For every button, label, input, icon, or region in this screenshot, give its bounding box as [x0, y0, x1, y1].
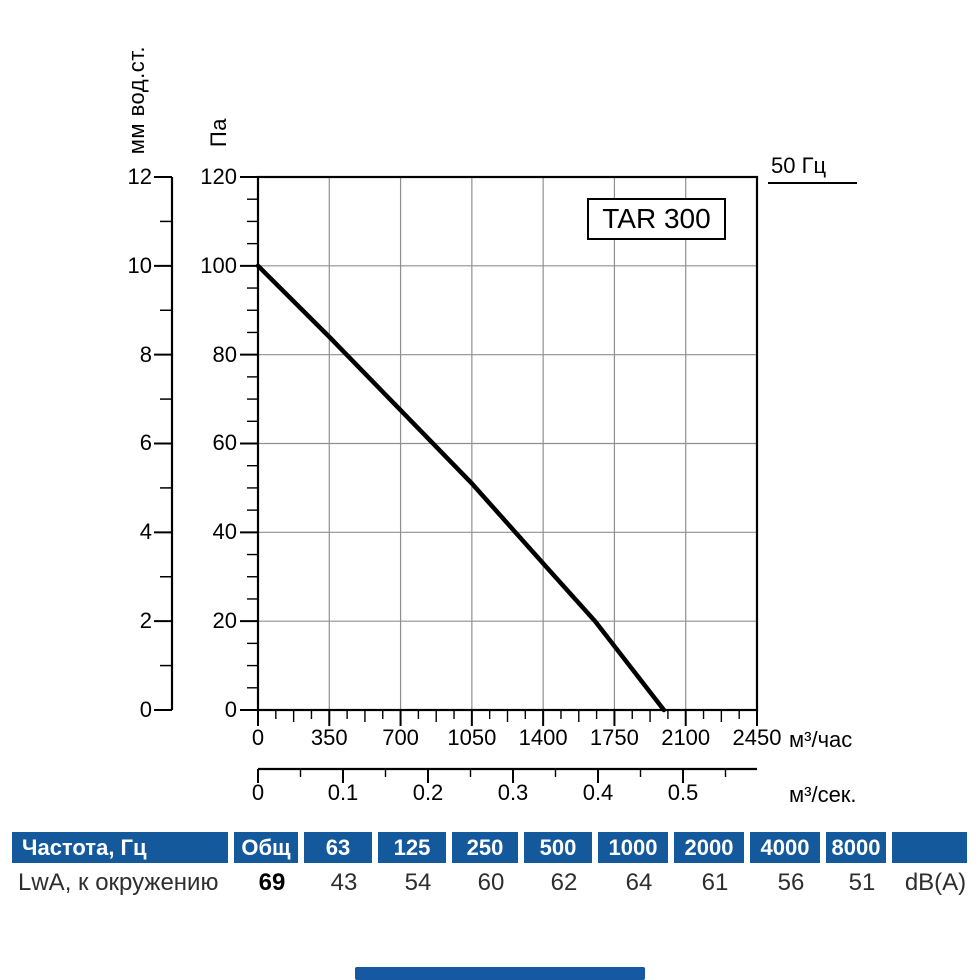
footer-bar [355, 967, 645, 980]
pa-tick-label: 40 [212, 519, 237, 545]
pa-axis-tick-labels: 120 100 80 60 40 20 0 [185, 163, 237, 724]
noise-table-header-cell: 1000 [598, 832, 668, 863]
noise-table-header-cell: Общ [234, 832, 298, 863]
noise-table-header-cell: 2000 [674, 832, 744, 863]
flow-sec-axis-tick-labels: 0 0.1 0.2 0.3 0.4 0.5 [223, 780, 718, 806]
pa-tick-label: 120 [200, 164, 237, 189]
noise-table-data-cell: 62 [550, 869, 578, 896]
noise-table-data-cell: 56 [777, 869, 805, 896]
flow-hour-axis-tick-labels: 0 350 700 1050 1400 1750 2100 2450 [223, 725, 792, 751]
mm-tick-label: 0 [139, 696, 152, 722]
flow-hour-axis-unit: м³/час [789, 727, 853, 752]
noise-table-data-cell: 51 [848, 869, 876, 896]
noise-table-header-cell: 63 [304, 832, 372, 863]
mm-tick-label: 10 [127, 252, 152, 278]
sec-tick-label: 0.5 [667, 780, 699, 805]
pa-tick-label: 20 [212, 608, 237, 634]
hour-tick-label: 700 [382, 725, 419, 750]
fan-curve-line [255, 263, 667, 713]
noise-table-header-cell: 250 [452, 832, 518, 863]
mm-tick-label: 6 [139, 430, 152, 456]
noise-table-header-cell: Частота, Гц [12, 832, 228, 863]
pa-tick-label: 0 [224, 696, 237, 722]
noise-table-header-cell [892, 832, 967, 863]
sec-tick-label: 0.1 [327, 780, 359, 805]
flow-sec-axis-unit: м³/сек. [789, 782, 857, 807]
noise-table-header-row: Частота, Гц Общ 63 125 250 500 1000 2000 4000 800… [12, 832, 967, 863]
noise-table-header-cell: 8000 [826, 832, 886, 863]
noise-table-data-cell: 43 [330, 869, 358, 896]
pa-tick-label: 100 [200, 252, 237, 278]
mm-axis-unit-label: мм вод.ст. [124, 46, 149, 155]
noise-table-data-row: LwA, к окружению 69 43 54 60 62 64 61 56 51 dB(A) [12, 866, 973, 900]
mm-axis-tick-labels: 12 10 8 6 4 2 0 [100, 163, 152, 724]
noise-table-header-cell: 4000 [750, 832, 820, 863]
hour-tick-label: 1400 [518, 725, 568, 750]
noise-table-data-cell: LwA, к окружению [18, 869, 219, 896]
sec-tick-label: 0.3 [497, 780, 529, 805]
frequency-label: 50 Гц [768, 153, 857, 184]
model-label-box: TAR 300 [587, 198, 726, 240]
pa-tick-label: 60 [212, 430, 237, 456]
sec-tick-label: 0.2 [412, 780, 444, 805]
mm-tick-label: 8 [139, 341, 152, 367]
pa-tick-label: 80 [212, 341, 237, 367]
noise-table-header-cell: 500 [524, 832, 592, 863]
noise-table-header-cell: 125 [378, 832, 446, 863]
noise-table-data-cell: 69 [258, 869, 286, 896]
noise-table-data-cell: 54 [404, 869, 432, 896]
noise-table-data-cell: 64 [625, 869, 653, 896]
noise-table-data-cell: 60 [477, 869, 505, 896]
hour-tick-label: 1050 [447, 725, 497, 750]
hour-tick-label: 0 [251, 725, 265, 750]
mm-tick-label: 2 [139, 608, 152, 634]
noise-table-data-cell: dB(A) [904, 869, 967, 896]
hour-tick-label: 2100 [661, 725, 711, 750]
pa-axis-unit-label: Па [206, 118, 231, 148]
hour-tick-label: 2450 [732, 725, 782, 750]
noise-table-data-cell: 61 [701, 869, 729, 896]
sec-tick-label: 0.4 [582, 780, 614, 805]
hour-tick-label: 1750 [589, 725, 639, 750]
mm-tick-label: 4 [139, 519, 152, 545]
sec-tick-label: 0 [251, 780, 265, 805]
mm-tick-label: 12 [127, 164, 152, 189]
hour-tick-label: 350 [310, 725, 348, 750]
